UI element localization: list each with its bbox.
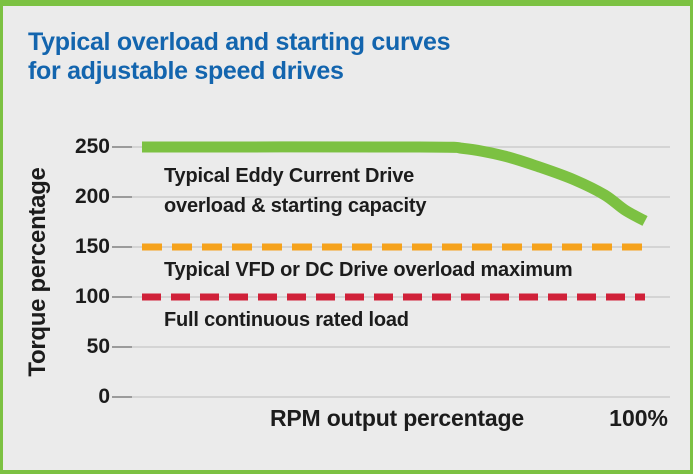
panel-background	[3, 6, 690, 470]
y-tick-label: 250	[74, 135, 110, 158]
x-axis-max-label: 100%	[609, 405, 668, 431]
annotation-eddy-line1: Typical Eddy Current Drive	[164, 165, 415, 187]
y-tick-label: 100	[74, 285, 110, 308]
annotation-eddy-line2: overload & starting capacity	[164, 195, 427, 217]
y-tick-label: 200	[74, 185, 110, 208]
annotation-eddy-current-drive: Typical Eddy Current Drive overload & st…	[164, 161, 426, 221]
chart-title: Typical overload and starting curves for…	[28, 28, 451, 86]
chart-title-line1: Typical overload and starting curves	[28, 28, 451, 56]
annotation-full-rated-load: Full continuous rated load	[164, 309, 409, 331]
y-tick-label: 50	[86, 335, 110, 358]
y-tick-label: 150	[74, 235, 110, 258]
annotation-vfd-dc-drive: Typical VFD or DC Drive overload maximum	[164, 259, 573, 281]
x-axis-label: RPM output percentage	[270, 405, 524, 431]
chart-title-line2: for adjustable speed drives	[28, 57, 344, 85]
y-tick-label: 0	[98, 385, 110, 408]
y-axis-label: Torque percentage	[24, 167, 51, 377]
series-0-line	[141, 141, 648, 226]
